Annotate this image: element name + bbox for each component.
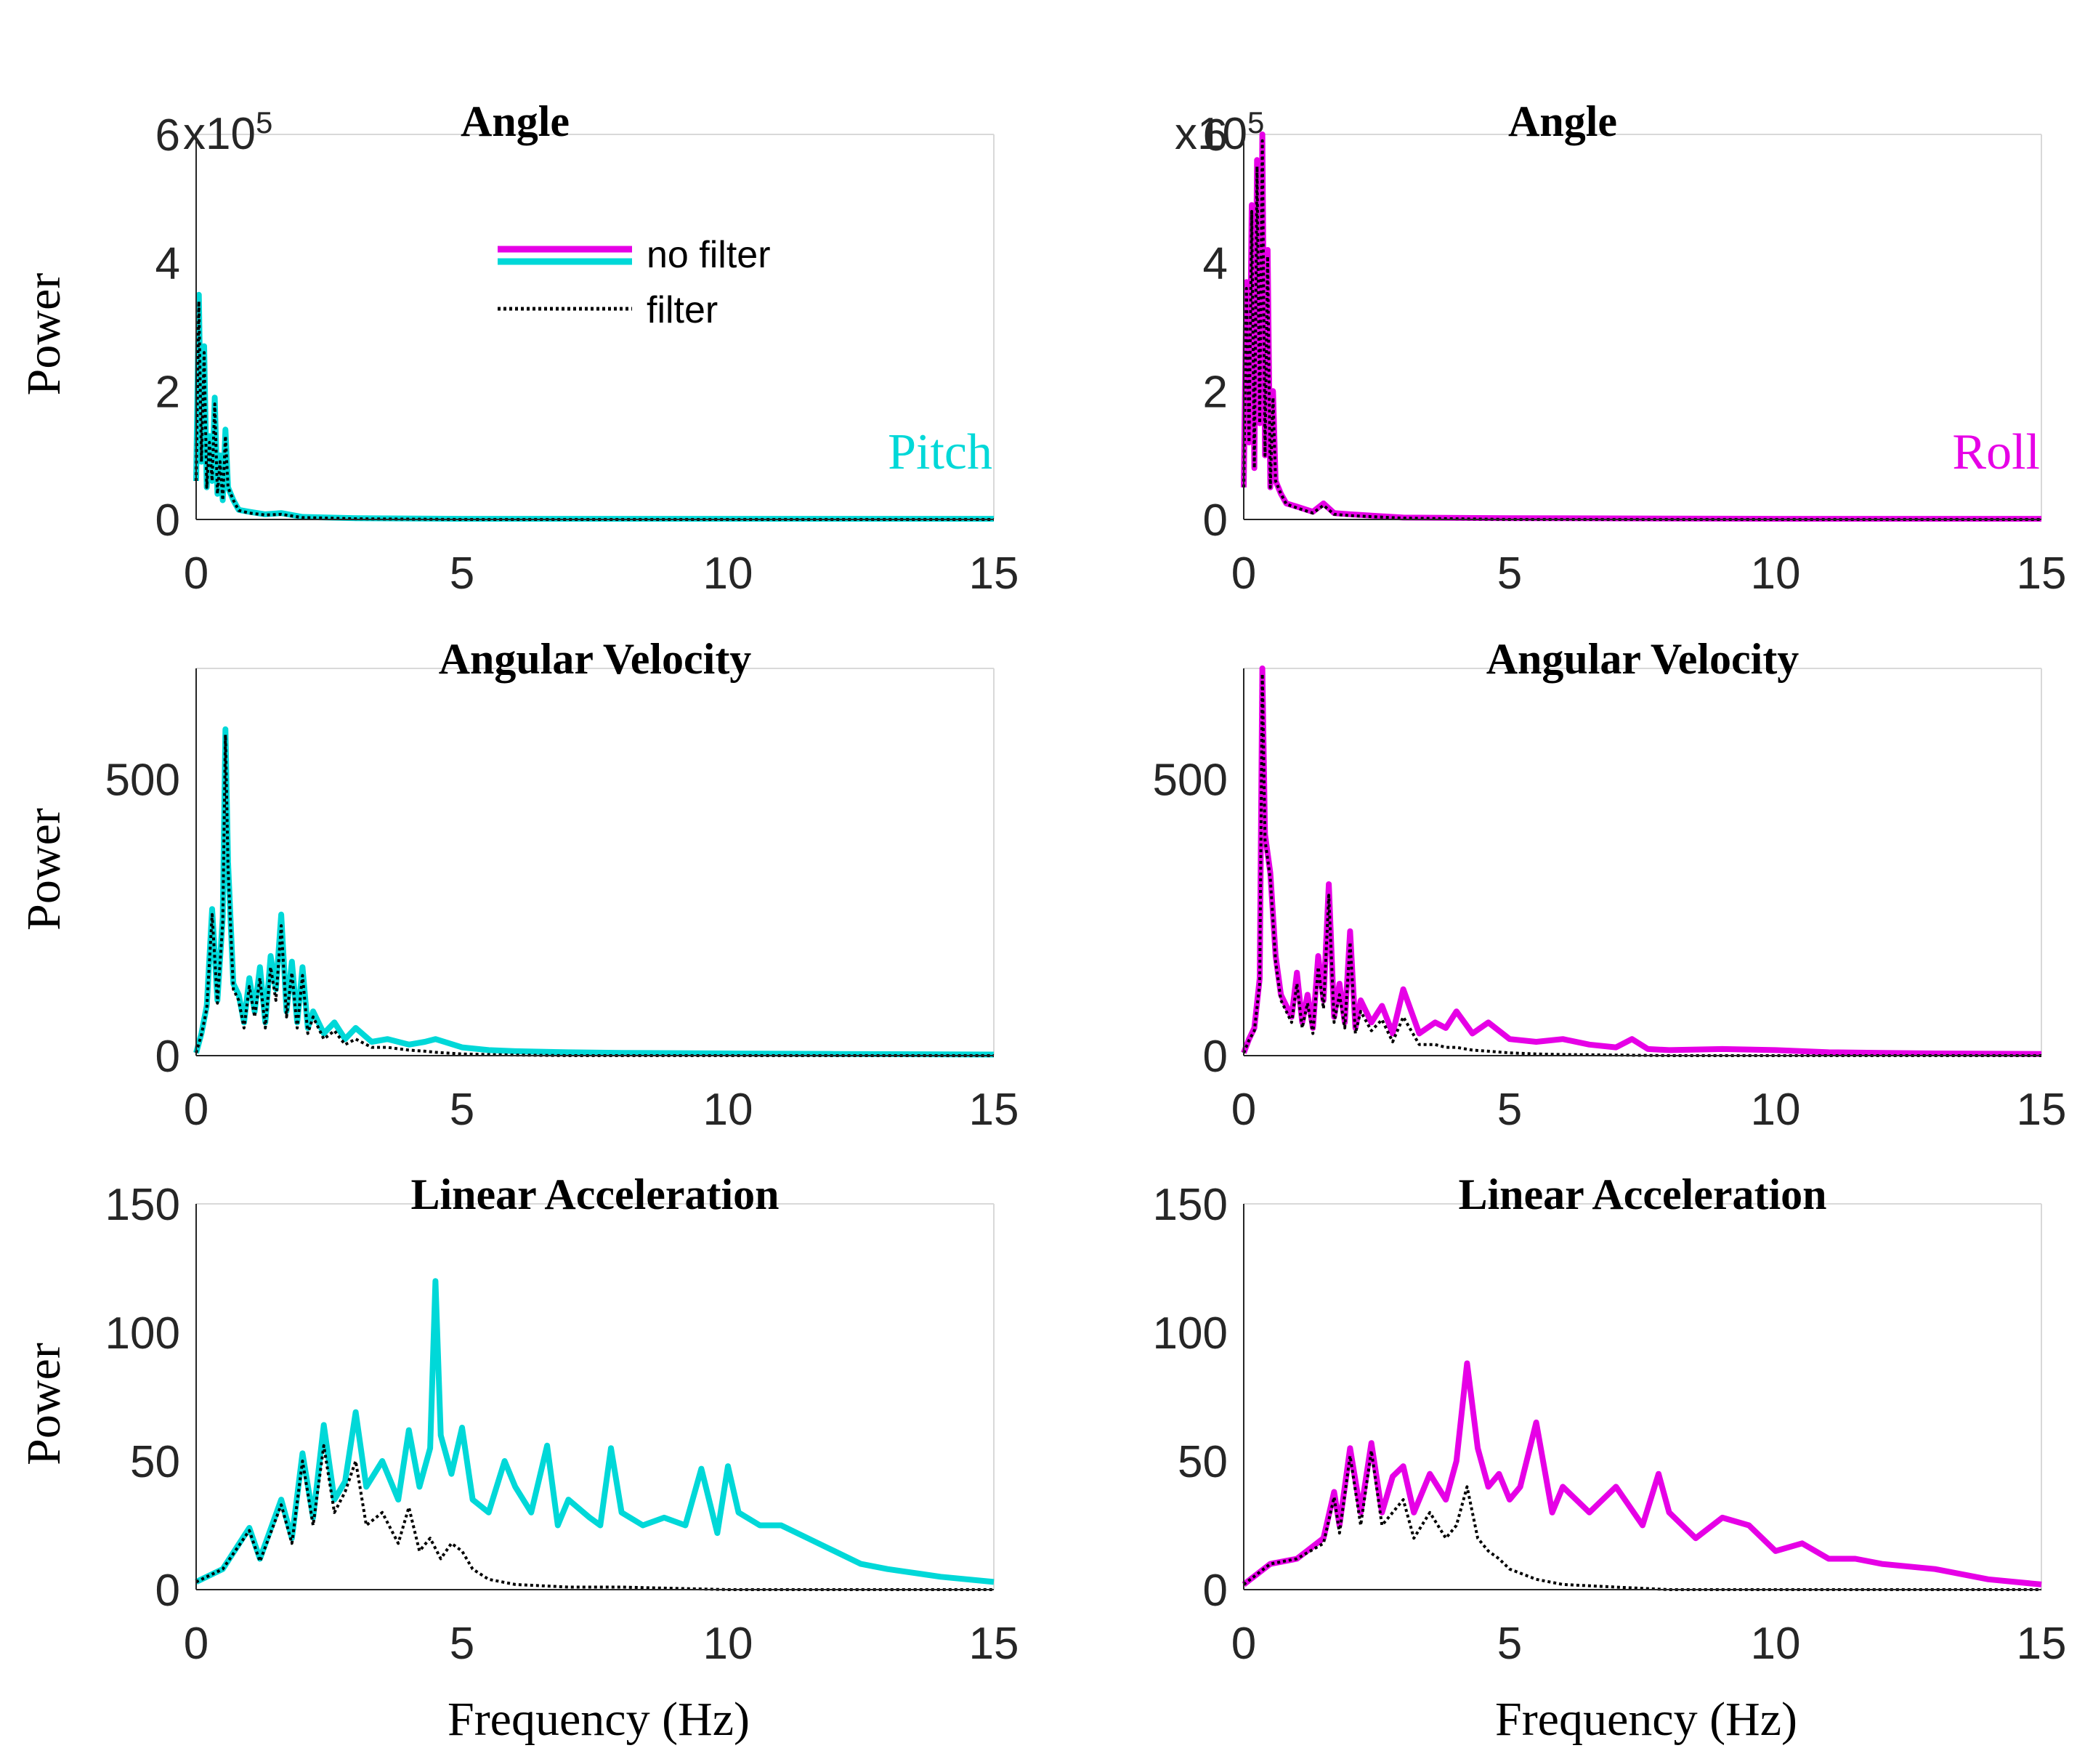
y-tick-label: 100	[1153, 1308, 1228, 1359]
x-tick-label: 5	[450, 1085, 474, 1135]
y-tick-label: 0	[1203, 1566, 1228, 1616]
x-tick-label: 0	[184, 549, 208, 599]
y-axis-label: Power	[17, 1343, 70, 1465]
x-tick-label: 0	[184, 1085, 208, 1135]
x-tick-label: 15	[969, 1085, 1019, 1135]
legend-label-filter: filter	[647, 289, 718, 331]
panel-title: Linear Acceleration	[1458, 1170, 1826, 1218]
y-tick-label: 50	[1178, 1437, 1228, 1487]
panel-roll-angular-velocity: 0 5 10 15 0 500 Angular Velocity	[1153, 635, 2067, 1135]
x-tick-label: 5	[1497, 549, 1522, 599]
series-filter	[1242, 139, 2041, 521]
panel-title: Angular Velocity	[439, 635, 752, 683]
y-tick-label: 500	[105, 755, 180, 805]
panel-title: Angle	[1508, 97, 1617, 145]
series-filter	[195, 299, 994, 521]
series-filter	[195, 1444, 994, 1591]
panel-pitch-angular-velocity: 0 5 10 15 0 500 Angular Velocity Power	[17, 635, 1019, 1135]
y-tick-label: 0	[155, 1566, 180, 1616]
x-tick-label: 10	[1751, 549, 1801, 599]
x-tick-label: 15	[969, 1619, 1019, 1669]
y-tick-label: 150	[105, 1180, 180, 1230]
x-tick-label: 10	[703, 549, 753, 599]
x-tick-label: 10	[703, 1085, 753, 1135]
series-label-roll: Roll	[1952, 424, 2040, 480]
x-tick-label: 10	[1751, 1085, 1801, 1135]
y-tick-label: 500	[1153, 755, 1228, 805]
series-label-pitch: Pitch	[888, 424, 992, 480]
x-tick-label: 10	[1751, 1619, 1801, 1669]
series-filter	[195, 733, 994, 1057]
x-tick-label: 0	[1231, 549, 1256, 599]
y-scale-exponent: 5	[1247, 105, 1264, 139]
x-tick-label: 5	[450, 1619, 474, 1669]
x-axis-label: Frequency (Hz)	[1495, 1693, 1797, 1746]
y-axis-label: Power	[17, 273, 70, 396]
legend: no filter filter	[498, 234, 771, 331]
x-tick-label: 5	[450, 549, 474, 599]
x-tick-label: 15	[2017, 549, 2067, 599]
series-no-filter	[1242, 1360, 2042, 1587]
y-tick-label: 2	[155, 367, 180, 417]
x-tick-label: 10	[703, 1619, 753, 1669]
series-filter	[1242, 672, 2041, 1057]
y-scale-exponent: 5	[256, 105, 272, 139]
y-tick-label: 50	[130, 1437, 180, 1487]
y-tick-label: 0	[1203, 1032, 1228, 1082]
y-tick-label: 0	[155, 1032, 180, 1082]
x-tick-label: 15	[969, 549, 1019, 599]
x-tick-label: 15	[2017, 1619, 2067, 1669]
series-no-filter	[195, 1278, 995, 1585]
panel-title: Angle	[461, 97, 570, 145]
y-axis-label: Power	[17, 808, 70, 931]
y-tick-label: 0	[155, 495, 180, 546]
series-no-filter	[1241, 665, 2042, 1057]
x-tick-label: 5	[1497, 1085, 1522, 1135]
legend-label-no-filter: no filter	[647, 234, 771, 276]
y-tick-label: 100	[105, 1308, 180, 1359]
x-tick-label: 0	[1231, 1085, 1256, 1135]
x-axis-label: Frequency (Hz)	[448, 1693, 750, 1746]
y-tick-label: 2	[1203, 367, 1228, 417]
panel-title: Linear Acceleration	[410, 1170, 779, 1218]
y-tick-label: 150	[1153, 1180, 1228, 1230]
y-tick-label: 0	[1203, 495, 1228, 546]
y-tick-label: 4	[155, 239, 180, 289]
series-filter	[1242, 1449, 2041, 1591]
y-tick-label: 6	[155, 110, 180, 161]
x-tick-label: 0	[184, 1619, 208, 1669]
x-tick-label: 0	[1231, 1619, 1256, 1669]
y-tick-label: 4	[1203, 239, 1228, 289]
y-tick-label: 6	[1203, 110, 1228, 161]
x-tick-label: 15	[2017, 1085, 2067, 1135]
x-tick-label: 5	[1497, 1619, 1522, 1669]
panel-title: Angular Velocity	[1486, 635, 1799, 683]
